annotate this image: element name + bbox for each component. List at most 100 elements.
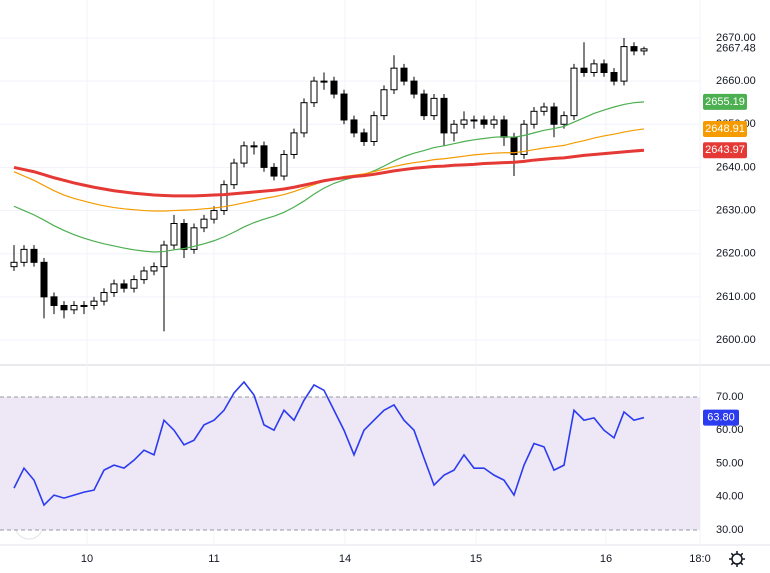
x-tick-label: 16 [600, 553, 612, 565]
candle-body [610, 71, 618, 82]
candle-body [410, 80, 418, 95]
candle-body [260, 145, 268, 168]
candle-body [180, 222, 188, 250]
candle-body [120, 283, 128, 289]
candle-body [460, 119, 468, 125]
candle-body [230, 162, 238, 186]
candle-body [430, 97, 438, 117]
candle-body [110, 283, 118, 294]
candle-body [530, 110, 538, 125]
candle-body [270, 166, 278, 177]
y-tick-label: 2630.00 [716, 204, 756, 216]
candle-body [580, 67, 588, 73]
candle-body [340, 93, 348, 121]
y-tick-label: 50.00 [716, 457, 744, 469]
plot-layer: 10 11 14 15 16 18:0 2600.00 2610.00 2620.00 2630.… [0, 0, 756, 565]
candle-body [380, 89, 388, 117]
candle-body [190, 227, 198, 250]
x-tick-label: 15 [470, 553, 482, 565]
y-tick-label: 30.00 [716, 524, 744, 536]
rsi-tag-label: 63.80 [707, 411, 735, 423]
last-price-label: 2667.48 [716, 43, 756, 55]
candle-body [570, 67, 578, 117]
candle-body [550, 106, 558, 125]
gear-teeth[interactable] [729, 551, 745, 567]
price-tag-label: 2648.91 [705, 123, 745, 135]
price-tag-label: 2655.19 [705, 96, 745, 108]
y-tick-label: 70.00 [716, 391, 744, 403]
candle-body [100, 292, 108, 302]
candle-body [20, 248, 28, 263]
candle-body [630, 46, 638, 52]
candle-body [310, 80, 318, 104]
candle-body [360, 132, 368, 143]
y-tick-label: 60.00 [716, 424, 744, 436]
candle-body [80, 304, 88, 307]
y-tick-label: 2610.00 [716, 291, 756, 303]
y-tick-label: 2620.00 [716, 248, 756, 260]
x-tick-label: 10 [81, 553, 93, 565]
candle-body [40, 261, 48, 298]
candle-body [60, 304, 68, 311]
candle-body [160, 244, 168, 268]
candle-body [320, 80, 328, 83]
moving-average-line [13, 148, 645, 198]
moving-average-line [13, 101, 645, 253]
candle-body [280, 153, 288, 177]
y-tick-label: 40.00 [716, 491, 744, 503]
moving-average-line [13, 128, 645, 212]
x-tick-label: 11 [208, 553, 219, 565]
tag-layer: 2655.19 2648.91 2643.97 2667.48 63.80 [703, 41, 759, 426]
candle-body [420, 93, 428, 117]
price-tag [703, 142, 747, 159]
candle-body [200, 218, 208, 229]
candle-body [250, 145, 258, 148]
candle-body [210, 210, 218, 220]
y-tick-label: 2640.00 [716, 161, 756, 173]
rsi-line [13, 380, 645, 507]
y-tick-label: 2660.00 [716, 75, 756, 87]
candle-body [70, 304, 78, 311]
candle-body [540, 106, 548, 112]
candle-body [50, 296, 58, 306]
price-tag [703, 93, 747, 110]
x-tick-label: 18:0 [689, 553, 710, 565]
candle-body [350, 119, 358, 134]
candle-body [10, 261, 18, 268]
settings-icon[interactable] [729, 551, 745, 567]
rsi-tag [703, 409, 739, 426]
candle-body [450, 123, 458, 134]
candle-body [370, 115, 378, 143]
candle-body [290, 132, 298, 155]
candle-body [130, 279, 138, 289]
candle-body [30, 248, 38, 263]
candle-body [520, 123, 528, 155]
candle-body [220, 184, 228, 212]
candle-body [390, 67, 398, 91]
candle-body [300, 102, 308, 134]
rsi-band [0, 396, 700, 531]
candle-body [590, 63, 598, 73]
gear-ring[interactable] [731, 553, 743, 565]
price-tag [703, 120, 747, 137]
y-tick-label: 2600.00 [716, 334, 756, 346]
candle-body [470, 119, 478, 122]
candle-body [600, 63, 608, 73]
candle-body [400, 67, 408, 82]
candle-body [490, 119, 498, 125]
candle-body [640, 48, 648, 52]
candle-body [620, 46, 628, 82]
candle-body [500, 119, 508, 138]
candle-body [560, 115, 568, 125]
candle-body [440, 97, 448, 134]
price-tag-label: 2643.97 [705, 144, 745, 156]
y-tick-label: 2670.00 [716, 32, 756, 44]
candle-body [150, 266, 158, 272]
last-price-tag [703, 41, 759, 56]
candle-body [90, 300, 98, 306]
candle-body [480, 119, 488, 125]
candle-body [170, 222, 178, 246]
candle-body [140, 270, 148, 281]
x-tick-label: 14 [339, 553, 351, 565]
